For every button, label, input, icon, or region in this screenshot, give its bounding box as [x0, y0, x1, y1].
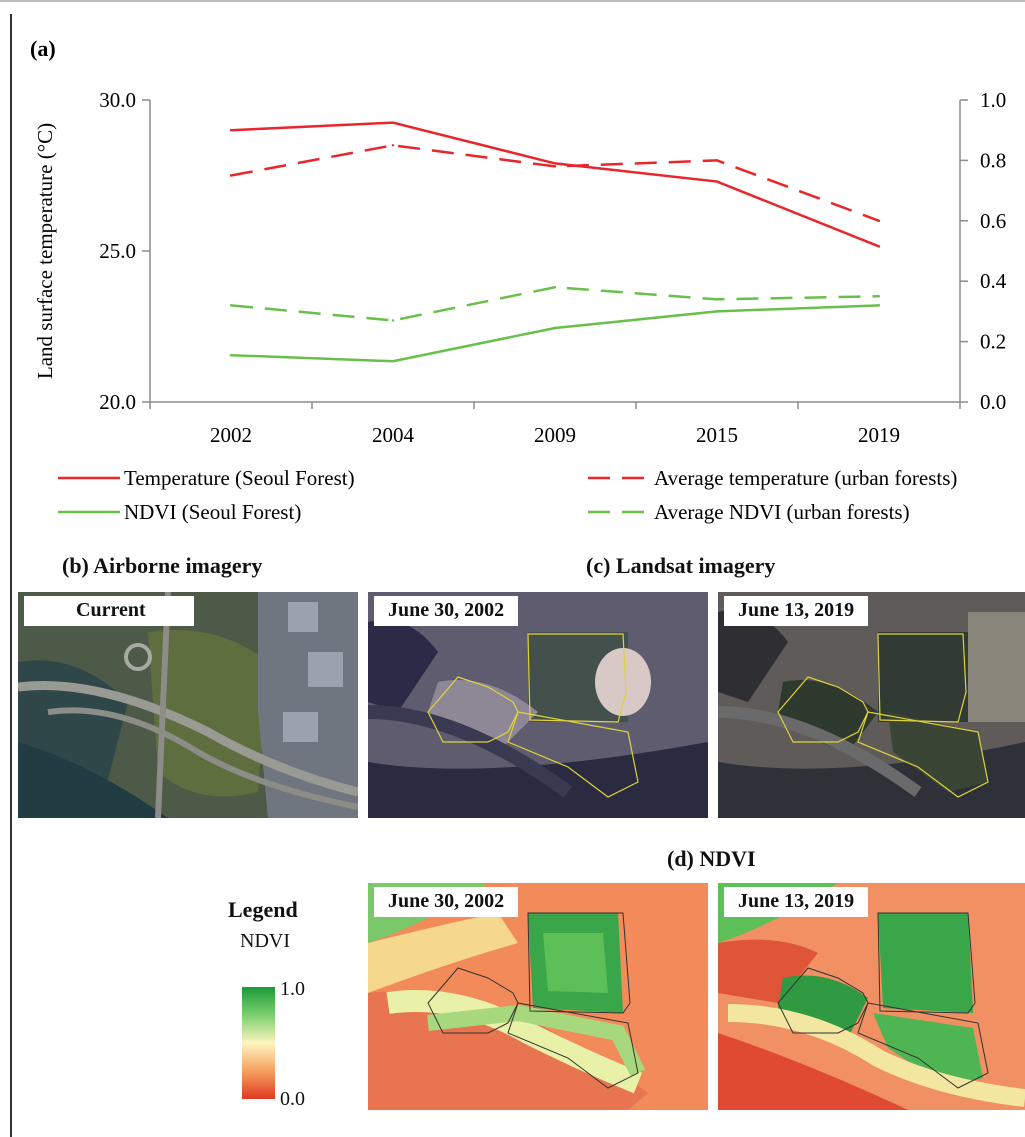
y-tick-label-right: 0.8	[980, 148, 1006, 172]
panel-title-c: (c) Landsat imagery	[586, 553, 776, 578]
ndvi-2002-label: June 30, 2002	[374, 887, 519, 917]
data-point-1	[229, 174, 233, 177]
ndvi-2019-label: June 13, 2019	[724, 887, 869, 917]
chart-legend: Temperature (Seoul Forest) Average temper…	[58, 466, 957, 524]
panel-title-b: (b) Airborne imagery	[62, 553, 263, 578]
data-point-3	[877, 295, 881, 298]
panel-label-a: (a)	[30, 36, 56, 61]
data-point-2	[877, 304, 881, 307]
y-tick-label-right: 0.2	[980, 330, 1006, 354]
data-point-1	[877, 219, 881, 222]
y-axis-title: Land surface temperature (°C)	[33, 123, 57, 379]
chart-series	[229, 121, 881, 363]
data-point-1	[553, 165, 557, 168]
landsat-photo-2002	[368, 592, 708, 818]
landsat-2002-label: June 30, 2002	[374, 596, 519, 626]
data-point-0	[877, 245, 881, 248]
data-point-2	[391, 360, 395, 363]
data-point-0	[391, 121, 395, 124]
data-point-1	[391, 144, 395, 147]
data-point-3	[553, 286, 557, 289]
legend-label-1: Average temperature (urban forests)	[654, 466, 957, 490]
y-tick-label-left: 20.0	[99, 390, 136, 414]
legend-label-0: Temperature (Seoul Forest)	[124, 466, 355, 490]
ndvi-map-2019: June 13, 2019	[718, 883, 1025, 1110]
frame-left-border	[10, 14, 12, 1137]
y-tick-label-right: 0.4	[980, 269, 1007, 293]
x-tick-label: 2009	[534, 423, 576, 447]
data-point-1	[715, 159, 719, 162]
y-tick-label-left: 30.0	[99, 88, 136, 112]
ndvi-legend-min: 0.0	[280, 1088, 305, 1110]
series-line-1	[230, 144, 880, 222]
airborne-image: Current	[18, 592, 358, 818]
x-tick-label: 2019	[858, 423, 900, 447]
x-tick-label: 2002	[210, 423, 252, 447]
y-tick-label-right: 1.0	[980, 88, 1006, 112]
series-line-3	[230, 285, 880, 322]
data-point-2	[229, 353, 233, 357]
airborne-image-label: Current	[24, 596, 194, 626]
data-point-2	[553, 326, 557, 330]
y-tick-label-right: 0.0	[980, 390, 1006, 414]
y-tick-label-left: 25.0	[99, 239, 136, 263]
legend-label-2: NDVI (Seoul Forest)	[124, 500, 301, 524]
chart-axes: 20.0 25.0 30.0 0.0 0.2 0.4 0.6 0.8 1.0 2002 2004 20…	[33, 88, 1007, 447]
data-point-3	[715, 298, 719, 301]
x-tick-label: 2004	[372, 423, 415, 447]
ndvi-map-2002: June 30, 2002	[368, 883, 708, 1110]
panel-title-d: (d) NDVI	[667, 846, 756, 871]
landsat-photo-2019	[718, 592, 1025, 818]
ndvi-colorbar	[242, 987, 275, 1099]
data-point-0	[553, 162, 557, 165]
landsat-2019-label: June 13, 2019	[724, 596, 869, 626]
series-line-2	[230, 304, 880, 363]
airborne-photo	[18, 592, 358, 818]
legend-label-3: Average NDVI (urban forests)	[654, 500, 910, 524]
data-point-0	[229, 129, 233, 132]
ndvi-legend-title: Legend	[228, 897, 298, 922]
landsat-image-2019: June 13, 2019	[718, 592, 1025, 818]
data-point-3	[229, 304, 233, 307]
ndvi-legend-subtitle: NDVI	[240, 930, 290, 952]
ndvi-raster-2019	[718, 883, 1025, 1110]
data-point-0	[715, 180, 719, 183]
frame-top-border	[0, 0, 1025, 2]
data-point-3	[391, 319, 395, 322]
ndvi-raster-2002	[368, 883, 708, 1110]
y-tick-label-right: 0.6	[980, 209, 1006, 233]
landsat-image-2002: June 30, 2002	[368, 592, 708, 818]
x-tick-label: 2015	[696, 423, 738, 447]
data-point-2	[715, 310, 719, 313]
ndvi-legend-max: 1.0	[280, 978, 305, 1000]
